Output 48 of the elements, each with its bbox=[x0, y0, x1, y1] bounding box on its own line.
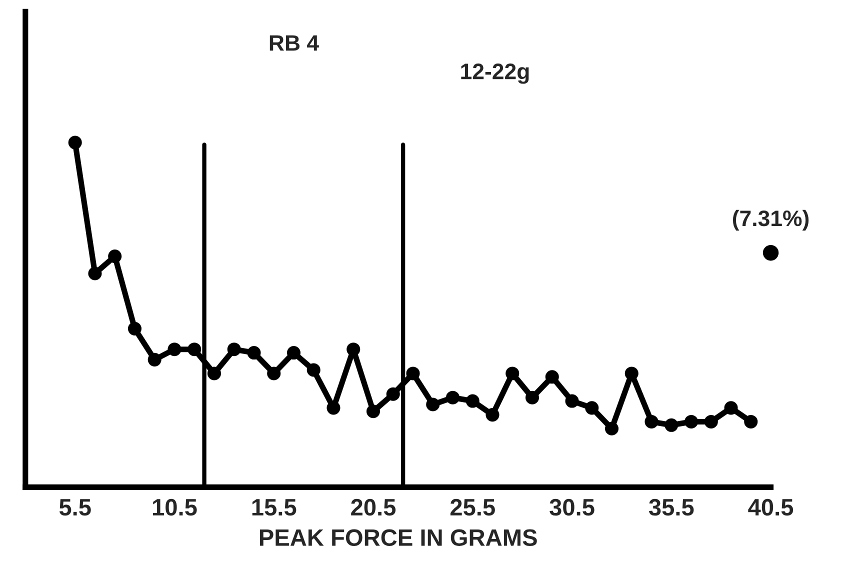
point bbox=[386, 387, 400, 401]
point bbox=[188, 342, 202, 356]
x-tick-label: 25.5 bbox=[450, 498, 495, 516]
point bbox=[227, 342, 241, 356]
point bbox=[346, 342, 360, 356]
point bbox=[446, 390, 460, 404]
x-tick-label: 35.5 bbox=[648, 498, 694, 516]
point bbox=[724, 401, 738, 415]
point bbox=[664, 418, 678, 432]
point bbox=[506, 366, 520, 380]
x-tick-label: 30.5 bbox=[550, 498, 594, 516]
point bbox=[366, 404, 380, 418]
point bbox=[545, 370, 559, 384]
x-tick-label: 20.5 bbox=[351, 498, 396, 516]
point bbox=[406, 366, 420, 380]
point bbox=[604, 422, 619, 436]
point bbox=[704, 414, 718, 428]
x-tick-label: 15.5 bbox=[252, 499, 296, 516]
x-tick-label: 40.5 bbox=[748, 498, 794, 516]
text: RB 4 bbox=[270, 35, 319, 51]
point bbox=[684, 414, 698, 428]
point bbox=[644, 414, 658, 428]
x-tick-label: 5.5 bbox=[59, 499, 91, 516]
x-tick-label: 10.5 bbox=[152, 498, 197, 516]
point bbox=[286, 346, 301, 360]
point bbox=[306, 363, 320, 377]
point bbox=[525, 390, 540, 404]
point bbox=[744, 414, 758, 428]
point bbox=[565, 394, 579, 408]
point bbox=[762, 244, 779, 261]
point bbox=[168, 342, 182, 356]
annotation: (7.31%) bbox=[732, 210, 809, 231]
point bbox=[426, 398, 440, 412]
point bbox=[148, 352, 162, 366]
point bbox=[486, 408, 500, 422]
point bbox=[108, 250, 122, 264]
point bbox=[466, 394, 480, 408]
point bbox=[207, 366, 222, 380]
point bbox=[88, 266, 102, 280]
point bbox=[267, 366, 281, 380]
point bbox=[128, 322, 142, 336]
x-axis-title: PEAK FORCE IN GRAMS bbox=[260, 529, 537, 546]
point bbox=[585, 401, 599, 415]
point bbox=[247, 346, 261, 360]
point bbox=[624, 366, 638, 380]
point bbox=[326, 401, 340, 415]
text: 12-22g bbox=[461, 64, 529, 84]
point bbox=[68, 136, 82, 150]
